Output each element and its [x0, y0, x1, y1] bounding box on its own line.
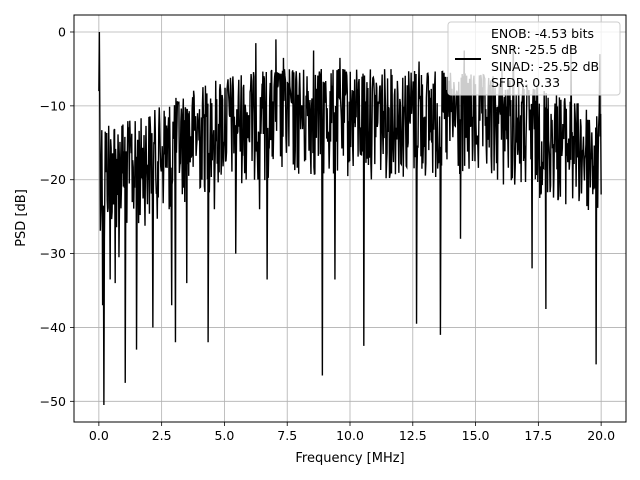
y-tick-label: −40: [40, 320, 66, 335]
series-layer: [98, 31, 602, 406]
y-tick-label: −50: [40, 394, 66, 409]
y-tick-label: −30: [40, 246, 66, 261]
x-tick-label: 20.0: [587, 428, 615, 443]
y-tick-label: −10: [40, 98, 66, 113]
legend-entry-sfdr: SFDR: 0.33: [491, 75, 560, 90]
psd-series-line: [98, 31, 602, 406]
legend: ENOB: -4.53 bits SNR: -25.5 dB SINAD: -2…: [447, 21, 621, 96]
y-tick-label: −20: [40, 172, 66, 187]
x-tick-label: 10.0: [336, 428, 364, 443]
x-axis-label: Frequency [MHz]: [295, 451, 404, 466]
legend-box: [447, 21, 621, 96]
x-tick-label: 15.0: [462, 428, 490, 443]
legend-entry-snr: SNR: -25.5 dB: [491, 42, 578, 57]
legend-entry-enob: ENOB: -4.53 bits: [491, 26, 594, 41]
x-tick-label: 5.0: [214, 428, 234, 443]
legend-entry-sinad: SINAD: -25.52 dB: [491, 59, 599, 74]
x-tick-label: 0.0: [89, 428, 109, 443]
y-axis-label: PSD [dB]: [14, 189, 29, 247]
x-tick-label: 2.5: [152, 428, 172, 443]
x-axis: 0.0 2.5 5.0 7.5 10.0 12.5 15.0 17.5 20.0: [89, 422, 615, 443]
x-tick-label: 12.5: [399, 428, 427, 443]
x-tick-label: 17.5: [524, 428, 552, 443]
y-axis: 0 −10 −20 −30 −40 −50: [40, 24, 74, 409]
y-tick-label: 0: [58, 24, 66, 39]
x-tick-label: 7.5: [277, 428, 297, 443]
